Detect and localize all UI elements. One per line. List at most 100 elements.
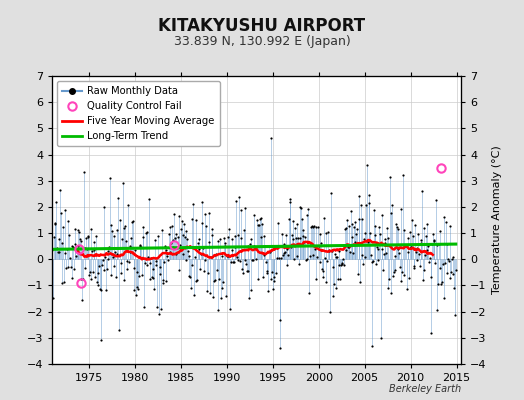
Point xyxy=(238,266,246,272)
Point xyxy=(256,216,264,222)
Point xyxy=(83,234,92,240)
Point xyxy=(216,295,225,302)
Point xyxy=(208,226,216,232)
Point xyxy=(139,233,148,240)
Point xyxy=(185,272,193,279)
Point xyxy=(401,242,409,248)
Point xyxy=(133,269,141,276)
Point xyxy=(56,186,64,193)
Point xyxy=(60,279,68,286)
Point xyxy=(175,267,183,273)
Point xyxy=(369,258,377,264)
Point xyxy=(347,208,355,214)
Point xyxy=(58,280,66,286)
Point xyxy=(449,254,457,260)
Point xyxy=(311,246,319,252)
Point xyxy=(88,248,96,254)
Point xyxy=(216,235,224,242)
Point xyxy=(367,342,376,349)
Point xyxy=(152,258,161,264)
Point xyxy=(327,190,335,196)
Point xyxy=(286,199,294,205)
Point xyxy=(410,265,419,271)
Point xyxy=(215,276,223,283)
Point xyxy=(250,242,259,249)
Point xyxy=(172,251,181,258)
Point xyxy=(409,232,417,239)
Point xyxy=(116,217,124,224)
Point xyxy=(143,229,151,235)
Point xyxy=(132,292,140,298)
Point xyxy=(113,250,122,257)
Point xyxy=(330,281,339,287)
Point xyxy=(379,251,388,258)
Point xyxy=(163,253,171,260)
Point xyxy=(379,267,387,274)
Point xyxy=(186,274,194,280)
Point xyxy=(178,232,187,238)
Point xyxy=(389,272,397,279)
Point xyxy=(283,246,291,252)
Point xyxy=(309,224,318,230)
Point xyxy=(400,272,409,278)
Point xyxy=(161,242,169,249)
Point xyxy=(68,275,77,282)
Point xyxy=(87,276,95,282)
Point xyxy=(397,206,406,213)
Point xyxy=(447,256,456,263)
Point xyxy=(223,252,232,259)
Point xyxy=(309,252,317,258)
Point xyxy=(86,225,95,232)
Point xyxy=(449,270,457,277)
Point xyxy=(364,239,372,246)
Point xyxy=(90,239,99,246)
Point xyxy=(361,230,369,236)
Point xyxy=(276,317,285,323)
Point xyxy=(100,204,108,210)
Point xyxy=(325,246,334,253)
Point xyxy=(382,250,390,257)
Point xyxy=(99,256,107,263)
Point xyxy=(269,286,277,292)
Point xyxy=(402,286,411,292)
Point xyxy=(437,280,445,287)
Point xyxy=(141,260,149,266)
Point xyxy=(233,231,242,238)
Point xyxy=(332,254,341,260)
Point xyxy=(113,226,121,233)
Point xyxy=(191,254,199,260)
Point xyxy=(290,256,299,262)
Point xyxy=(136,243,144,249)
Point xyxy=(311,224,320,230)
Point xyxy=(71,226,80,232)
Point xyxy=(131,246,139,253)
Point xyxy=(184,248,192,254)
Point xyxy=(140,304,148,310)
Point xyxy=(85,272,93,278)
Point xyxy=(256,233,265,240)
Point xyxy=(364,200,373,206)
Point xyxy=(196,250,205,257)
Point xyxy=(90,246,98,253)
Point xyxy=(62,265,70,271)
Point xyxy=(193,277,201,283)
Point xyxy=(158,280,167,286)
Point xyxy=(303,255,311,262)
Point xyxy=(282,262,291,268)
Point xyxy=(314,224,322,230)
Point xyxy=(304,206,312,212)
Point xyxy=(445,275,454,281)
Point xyxy=(432,306,441,313)
Point xyxy=(435,241,443,248)
Point xyxy=(427,274,435,280)
Point xyxy=(72,252,80,259)
Point xyxy=(173,245,181,252)
Point xyxy=(279,250,288,256)
Point xyxy=(431,259,439,266)
Point xyxy=(128,218,136,225)
Point xyxy=(396,263,404,270)
Point xyxy=(263,270,271,276)
Point xyxy=(171,230,180,237)
Point xyxy=(63,246,71,252)
Point xyxy=(60,207,69,213)
